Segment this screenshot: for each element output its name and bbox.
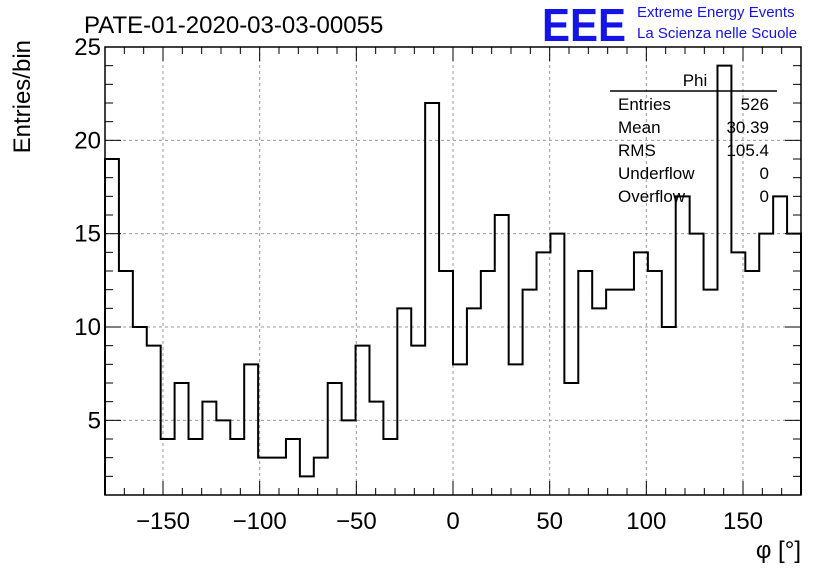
histogram-bin	[356, 346, 370, 495]
stats-label: Mean	[618, 118, 661, 137]
histogram-bin	[550, 234, 564, 495]
histogram-bin	[495, 215, 509, 495]
x-axis-title: φ [°]	[756, 537, 801, 564]
stats-label: Entries	[618, 95, 671, 114]
histogram-bin	[509, 364, 523, 495]
eee-logo-mark: EEE	[542, 0, 626, 51]
logo-caption-line1: Extreme Energy Events	[637, 4, 795, 21]
x-tick-label: 150	[723, 508, 763, 535]
histogram-bin	[564, 383, 578, 495]
histogram-bin	[314, 458, 328, 495]
histogram-bin	[189, 439, 203, 495]
histogram-bin	[202, 402, 216, 495]
histogram-bin	[119, 271, 133, 495]
histogram-bin	[216, 420, 230, 495]
y-axis-title: Entries/bin	[9, 40, 36, 153]
stats-value: 105.4	[726, 141, 769, 160]
histogram-bin	[439, 271, 453, 495]
stats-label: Overflow	[618, 187, 686, 206]
histogram-bin	[537, 252, 551, 495]
stats-value: 0	[760, 187, 769, 206]
y-tick-label: 15	[74, 221, 101, 248]
histogram-bin	[648, 271, 662, 495]
x-tick-label: 50	[536, 508, 563, 535]
histogram-bin	[300, 476, 314, 495]
stats-title: Phi	[683, 71, 708, 90]
histogram-bin	[397, 308, 411, 495]
histogram-bin	[328, 383, 342, 495]
histogram-bin	[634, 252, 648, 495]
x-tick-label: −100	[233, 508, 287, 535]
histogram-bin	[676, 196, 690, 495]
histogram-bin	[342, 420, 356, 495]
histogram-bin	[369, 402, 383, 495]
x-tick-label: −150	[136, 508, 190, 535]
histogram-bin	[620, 290, 634, 495]
histogram-bin	[773, 196, 787, 495]
histogram-bin	[453, 364, 467, 495]
histogram-bin	[606, 290, 620, 495]
histogram-bin	[690, 234, 704, 495]
logo-caption-line2: La Scienza nelle Scuole	[637, 25, 797, 42]
histogram-bin	[523, 290, 537, 495]
histogram-bin	[258, 458, 272, 495]
x-tick-label: 0	[446, 508, 459, 535]
stats-value: 0	[760, 164, 769, 183]
histogram-bin	[244, 364, 258, 495]
chart-title: PATE-01-2020-03-03-00055	[84, 12, 383, 39]
histogram-bin	[230, 439, 244, 495]
stats-label: RMS	[618, 141, 656, 160]
histogram-bin	[592, 308, 606, 495]
histogram-figure: PATE-01-2020-03-03-00055 EEE Extreme Ene…	[0, 0, 836, 572]
stats-value: 30.39	[726, 118, 769, 137]
y-tick-label: 25	[74, 34, 101, 61]
histogram-bin	[175, 383, 189, 495]
y-tick-label: 5	[88, 407, 101, 434]
histogram-bin	[272, 458, 286, 495]
stats-label: Underflow	[618, 164, 695, 183]
histogram-bin	[787, 234, 801, 495]
histogram-bin	[704, 290, 718, 495]
histogram-bin	[383, 439, 397, 495]
x-tick-label: −50	[336, 508, 377, 535]
histogram-bin	[147, 346, 161, 495]
histogram-bin	[759, 234, 773, 495]
histogram-bin	[411, 346, 425, 495]
y-tick-label: 10	[74, 314, 101, 341]
x-tick-label: 100	[626, 508, 666, 535]
histogram-bin	[745, 271, 759, 495]
histogram-bin	[481, 271, 495, 495]
stats-value: 526	[741, 95, 769, 114]
histogram-bin	[578, 271, 592, 495]
histogram-bin	[161, 439, 175, 495]
histogram-bin	[133, 327, 147, 495]
histogram-bin	[731, 252, 745, 495]
histogram-bin	[286, 439, 300, 495]
histogram-canvas: PATE-01-2020-03-03-00055 EEE Extreme Ene…	[0, 0, 836, 572]
histogram-bin	[662, 327, 676, 495]
histogram-bin	[105, 159, 119, 495]
histogram-bin	[425, 103, 439, 495]
y-tick-label: 20	[74, 127, 101, 154]
histogram-bin	[467, 308, 481, 495]
